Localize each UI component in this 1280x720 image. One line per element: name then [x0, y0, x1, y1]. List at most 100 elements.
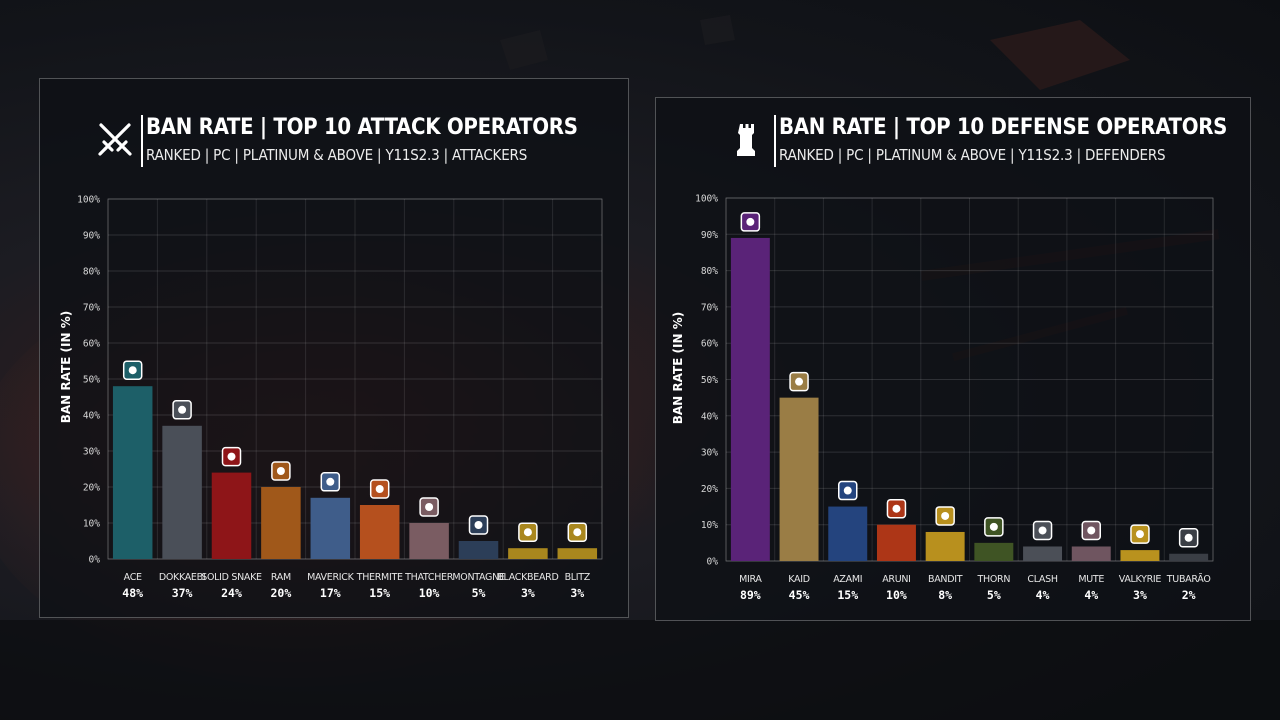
y-tick-label: 20%	[83, 483, 100, 494]
y-tick-label: 80%	[83, 267, 100, 278]
operator-badge-icon	[271, 461, 291, 481]
attack-panel: BAN RATE | TOP 10 ATTACK OPERATORS RANKE…	[39, 78, 629, 618]
x-category-label: THORN	[977, 574, 1011, 585]
value-label: 24%	[221, 586, 242, 600]
bar-blackbeard	[508, 548, 548, 559]
value-label: 3%	[1133, 588, 1147, 602]
value-label: 89%	[740, 588, 761, 602]
y-tick-label: 100%	[695, 194, 718, 205]
crossed-swords-icon	[98, 123, 132, 156]
bar-valkyrie	[1120, 550, 1160, 561]
bar-ace	[112, 386, 153, 559]
y-tick-label: 10%	[83, 519, 100, 530]
operator-badge-icon	[886, 498, 907, 519]
x-category-label: BLACKBEARD	[497, 572, 558, 583]
operator-badge-icon	[789, 371, 809, 392]
bar-thermite	[359, 505, 400, 559]
x-category-label: MUTE	[1078, 574, 1104, 585]
attack-chart-title: BAN RATE | TOP 10 ATTACK OPERATORS	[146, 115, 578, 140]
operator-badge-icon	[518, 522, 538, 542]
operator-badge-icon	[740, 212, 761, 232]
value-label: 37%	[172, 586, 193, 600]
value-label: 4%	[1084, 588, 1098, 602]
x-category-label: AZAMI	[833, 574, 862, 585]
value-label: 5%	[987, 588, 1001, 602]
y-tick-label: 100%	[77, 195, 100, 206]
operator-badge-icon	[1130, 524, 1150, 544]
bar-clash	[1023, 546, 1063, 561]
bar-azami	[828, 506, 868, 561]
value-label: 20%	[271, 586, 292, 600]
y-tick-label: 10%	[701, 520, 718, 531]
x-category-label: MAVERICK	[307, 572, 355, 583]
value-label: 48%	[122, 586, 143, 600]
x-category-label: ACE	[124, 572, 142, 583]
defense-bar-chart: 0% 10% 20% 30% 40% 50% 60% 70% 80% 90% 100% BAN RAT…	[671, 194, 1214, 602]
y-tick-label: 0%	[707, 557, 719, 568]
operator-badge-icon	[419, 497, 439, 517]
bar-thatcher	[409, 523, 449, 559]
value-label: 45%	[789, 588, 810, 602]
attack-chart-subtitle: RANKED | PC | PLATINUM & ABOVE | Y11S2.3…	[146, 146, 528, 164]
x-category-label: KAID	[788, 574, 809, 585]
operator-badge-icon	[838, 480, 858, 501]
defense-chart-subtitle: RANKED | PC | PLATINUM & ABOVE | Y11S2.3…	[779, 146, 1166, 164]
value-label: 10%	[886, 588, 907, 602]
y-tick-label: 60%	[83, 339, 100, 350]
bar-bandit	[925, 531, 965, 561]
defense-panel: BAN RATE | TOP 10 DEFENSE OPERATORS RANK…	[655, 97, 1251, 621]
x-category-label: THERMITE	[356, 572, 403, 583]
operator-badge-icon	[122, 360, 143, 380]
bar-kaid	[779, 397, 819, 561]
y-tick-label: 20%	[701, 484, 718, 495]
y-tick-label: 40%	[701, 411, 718, 422]
operator-badge-icon	[369, 479, 390, 499]
plot-area-frame	[725, 197, 1214, 562]
y-axis-label: BAN RATE (IN %)	[59, 311, 73, 424]
value-label: 8%	[938, 588, 952, 602]
value-label: 2%	[1182, 588, 1196, 602]
x-category-label: THATCHER	[404, 572, 454, 583]
operator-badge-icon	[935, 506, 955, 526]
bar-solid-snake	[211, 472, 252, 559]
x-category-label: ARUNI	[882, 574, 910, 585]
value-label: 15%	[837, 588, 858, 602]
value-label: 17%	[320, 586, 341, 600]
value-label: 5%	[472, 586, 486, 600]
bar-tubar-o	[1169, 553, 1209, 561]
operator-badge-icon	[1178, 527, 1199, 548]
bar-blitz	[557, 548, 598, 559]
operator-badge-icon	[1032, 520, 1053, 541]
bar-thorn	[974, 542, 1014, 561]
bar-mira	[730, 237, 770, 561]
x-category-label: VALKYRIE	[1119, 574, 1162, 585]
operator-badge-icon	[1081, 520, 1101, 541]
x-category-label: DOKKAEBI	[159, 572, 206, 583]
bar-dokkaebi	[162, 425, 202, 559]
operator-badge-icon	[468, 515, 489, 535]
bar-aruni	[876, 524, 916, 561]
x-category-label: SOLID SNAKE	[201, 572, 262, 583]
header-divider	[141, 115, 143, 167]
operator-badge-icon	[221, 446, 242, 467]
x-category-label: MIRA	[739, 574, 762, 585]
y-tick-label: 50%	[83, 375, 100, 386]
operator-badge-icon	[172, 400, 192, 420]
y-tick-label: 70%	[701, 302, 718, 313]
tower-icon	[737, 124, 755, 156]
x-category-label: MONTAGNE	[452, 572, 505, 583]
value-label: 4%	[1036, 588, 1050, 602]
y-tick-label: 60%	[701, 339, 718, 350]
x-category-label: BANDIT	[928, 574, 963, 585]
attack-bar-chart: 0% 10% 20% 30% 40% 50% 60% 70% 80% 90% 100% BAN RAT…	[59, 195, 603, 600]
value-label: 3%	[570, 586, 584, 600]
y-tick-label: 30%	[83, 447, 100, 458]
y-tick-label: 80%	[701, 266, 718, 277]
plot-area-frame	[107, 198, 603, 560]
bar-ram	[261, 487, 301, 559]
x-category-label: BLITZ	[565, 572, 591, 583]
y-axis-label: BAN RATE (IN %)	[671, 312, 685, 425]
y-tick-label: 0%	[89, 555, 101, 566]
header-divider	[774, 115, 776, 167]
value-label: 10%	[419, 586, 440, 600]
